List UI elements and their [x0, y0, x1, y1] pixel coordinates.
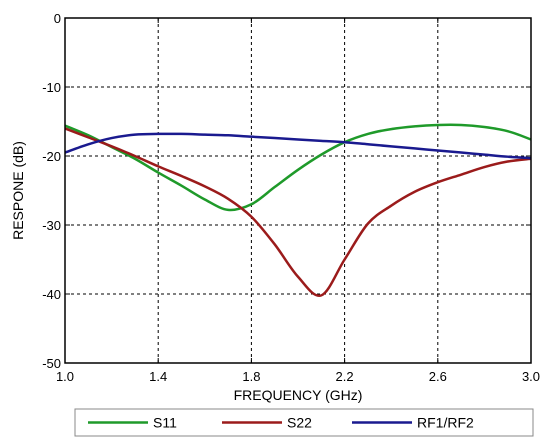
- y-tick-label: -20: [42, 149, 61, 164]
- x-tick-label: 1.8: [242, 369, 260, 384]
- y-tick-label: -50: [42, 356, 61, 371]
- grid-lines: [65, 18, 531, 363]
- x-axis-title: FREQUENCY (GHz): [234, 387, 363, 403]
- axis-ticks: 1.0 1.4 1.8 2.2 2.6 3.0 0 -10 -20 -30 -40 -50: [42, 11, 540, 384]
- y-tick-label: -30: [42, 218, 61, 233]
- y-axis-title: RESPONE (dB): [10, 141, 26, 240]
- y-tick-label: -40: [42, 287, 61, 302]
- legend-label: S11: [153, 415, 177, 431]
- x-tick-label: 1.0: [56, 369, 74, 384]
- legend-label: S22: [287, 415, 312, 431]
- x-tick-label: 2.2: [336, 369, 354, 384]
- legend-label: RF1/RF2: [417, 415, 474, 431]
- series-lines: [64, 123, 532, 297]
- series-line-rf1-rf2: [64, 132, 532, 160]
- legend-box: [74, 408, 534, 437]
- x-tick-label: 2.6: [429, 369, 447, 384]
- y-tick-label: 0: [54, 11, 61, 26]
- plot-frame: [64, 17, 532, 364]
- series-line-s11: [64, 123, 532, 212]
- y-tick-label: -10: [42, 80, 61, 95]
- x-tick-label: 1.4: [149, 369, 167, 384]
- x-tick-label: 3.0: [522, 369, 540, 384]
- series-line-s22: [64, 127, 532, 297]
- legend: S11 S22 RF1/RF2: [74, 408, 534, 437]
